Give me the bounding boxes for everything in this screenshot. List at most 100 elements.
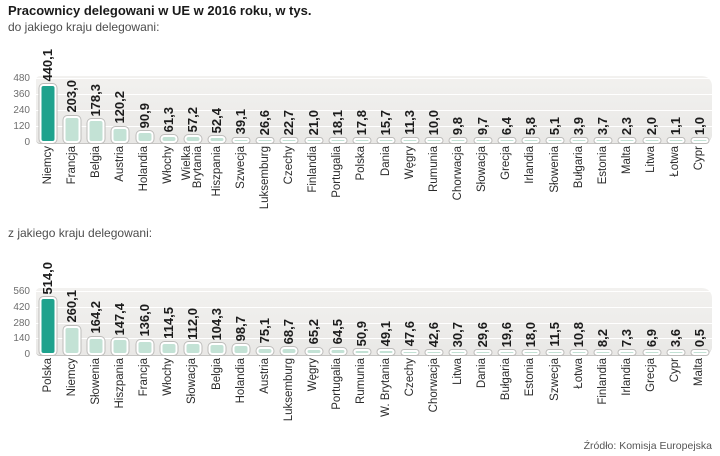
category-label: Francja <box>133 358 157 436</box>
value-label: 5,8 <box>522 116 538 135</box>
category-label: Grecja <box>640 358 664 436</box>
category-label: Estonia <box>519 358 543 436</box>
bar-Hiszpania <box>208 136 226 143</box>
category-label: Cypr <box>688 146 712 224</box>
value-label: 52,4 <box>209 107 225 134</box>
bar-slot: 3,6 <box>664 288 688 355</box>
category-label: Dania <box>374 146 398 224</box>
bar-Rumunia <box>425 138 443 143</box>
bar-slot: 0,5 <box>688 288 712 355</box>
category-label-text: Rumunia <box>427 146 440 193</box>
source-note: Źródło: Komisja Europejska <box>583 440 712 452</box>
bar-slot: 49,1 <box>374 288 398 355</box>
category-label-text: Estonia <box>596 146 609 185</box>
category-label-text: Holandia <box>234 358 247 404</box>
bar-Dania <box>377 138 395 143</box>
bar-Czechy <box>280 138 298 143</box>
category-label: Węgry <box>302 358 326 436</box>
bar-slot: 75,1 <box>253 288 277 355</box>
bar-slot: 440,1 <box>36 49 60 143</box>
bar-slot: 29,6 <box>471 288 495 355</box>
value-label: 0,5 <box>691 328 707 347</box>
bar-slot: 10,8 <box>567 288 591 355</box>
bar-slot: 65,2 <box>302 288 326 355</box>
category-label-text: Irlandia <box>524 146 537 184</box>
category-label: Litwa <box>640 146 664 224</box>
value-label: 3,7 <box>595 116 611 135</box>
bar-slot: 1,0 <box>688 76 712 143</box>
category-label-text: Niemcy <box>65 358 78 397</box>
value-label: 1,0 <box>691 116 707 135</box>
value-label: 15,7 <box>378 109 394 135</box>
category-label: Słowenia <box>84 358 108 436</box>
bar-slot: 5,1 <box>543 76 567 143</box>
value-label: 260,1 <box>64 290 80 323</box>
bar-Estonia <box>594 138 612 143</box>
category-label-text: W. Brytania <box>379 358 392 417</box>
category-label: Malta <box>615 146 639 224</box>
category-label-text: Litwa <box>645 146 658 173</box>
value-label: 9,7 <box>474 116 490 135</box>
bar-slot: 18,1 <box>326 76 350 143</box>
bar-Bułgaria <box>570 138 588 143</box>
value-label: 26,6 <box>257 109 273 135</box>
bar-Finlandia <box>305 138 323 143</box>
gridline-480 <box>36 78 712 79</box>
bar-slot: 98,7 <box>229 288 253 355</box>
category-label-text: Litwa <box>451 358 464 385</box>
value-label: 3,9 <box>571 116 587 135</box>
bar-slot: 52,4 <box>205 76 229 143</box>
value-label: 136,0 <box>136 304 152 337</box>
category-label: Dania <box>471 358 495 436</box>
y-tick-label: 0 <box>24 137 30 148</box>
category-label-text: Belgia <box>89 146 102 178</box>
category-label-text: Grecja <box>645 358 658 392</box>
bar-Słowacja <box>474 138 492 143</box>
bar-slot: 3,9 <box>567 76 591 143</box>
y-tick-label: 120 <box>13 121 30 132</box>
bar-slot: 90,9 <box>133 76 157 143</box>
category-label: Polska <box>36 358 60 436</box>
category-label-text: Luksemburg <box>258 146 271 210</box>
category-label: Malta <box>688 358 712 436</box>
bar-slot: 8,2 <box>591 288 615 355</box>
bar-slot: 514,0 <box>36 262 60 355</box>
value-label: 30,7 <box>450 321 466 347</box>
category-label-text: Szwecja <box>548 358 561 401</box>
value-label: 9,8 <box>450 116 466 135</box>
category-label-text: Polska <box>41 358 54 393</box>
value-label: 6,9 <box>643 328 659 347</box>
value-label: 7,3 <box>619 328 635 347</box>
category-label-text: Węgry <box>403 146 416 180</box>
y-tick-label: 0 <box>24 349 30 360</box>
category-label: Niemcy <box>60 358 84 436</box>
value-label: 6,4 <box>498 116 514 135</box>
bar-slot: 114,5 <box>157 288 181 355</box>
bar-Cypr <box>667 350 685 355</box>
bar-Austria <box>111 126 129 143</box>
value-label: 11,5 <box>547 322 563 347</box>
bar-slot: 2,3 <box>615 76 639 143</box>
value-label: 65,2 <box>305 319 321 345</box>
bar-slot: 50,9 <box>350 288 374 355</box>
bar-Portugalia <box>329 347 347 355</box>
bar-slot: 6,4 <box>495 76 519 143</box>
bar-slot: 26,6 <box>253 76 277 143</box>
gridline-280 <box>36 322 712 324</box>
bar-Irlandia <box>522 138 540 143</box>
category-label-text: Węgry <box>307 358 320 392</box>
category-label-text: Polska <box>355 146 368 181</box>
bar-W.-Brytania <box>377 349 395 355</box>
category-label-text: Słowenia <box>548 146 561 193</box>
bar-Cypr <box>691 138 709 143</box>
category-label-text: Wielka Brytania <box>180 146 204 189</box>
value-label: 203,0 <box>64 80 80 113</box>
value-label: 2,3 <box>619 116 635 135</box>
category-label-text: Malta <box>693 358 706 387</box>
category-label: Portugalia <box>326 358 350 436</box>
bar-Szwecja <box>232 137 250 143</box>
plot-area-1: 440,1 203,0 178,3 120,2 90,9 61,3 57,2 52,4 39,1… <box>36 49 712 144</box>
y-tick-label: 480 <box>13 73 30 84</box>
bar-Malta <box>691 350 709 355</box>
y-tick-label: 360 <box>13 89 30 100</box>
